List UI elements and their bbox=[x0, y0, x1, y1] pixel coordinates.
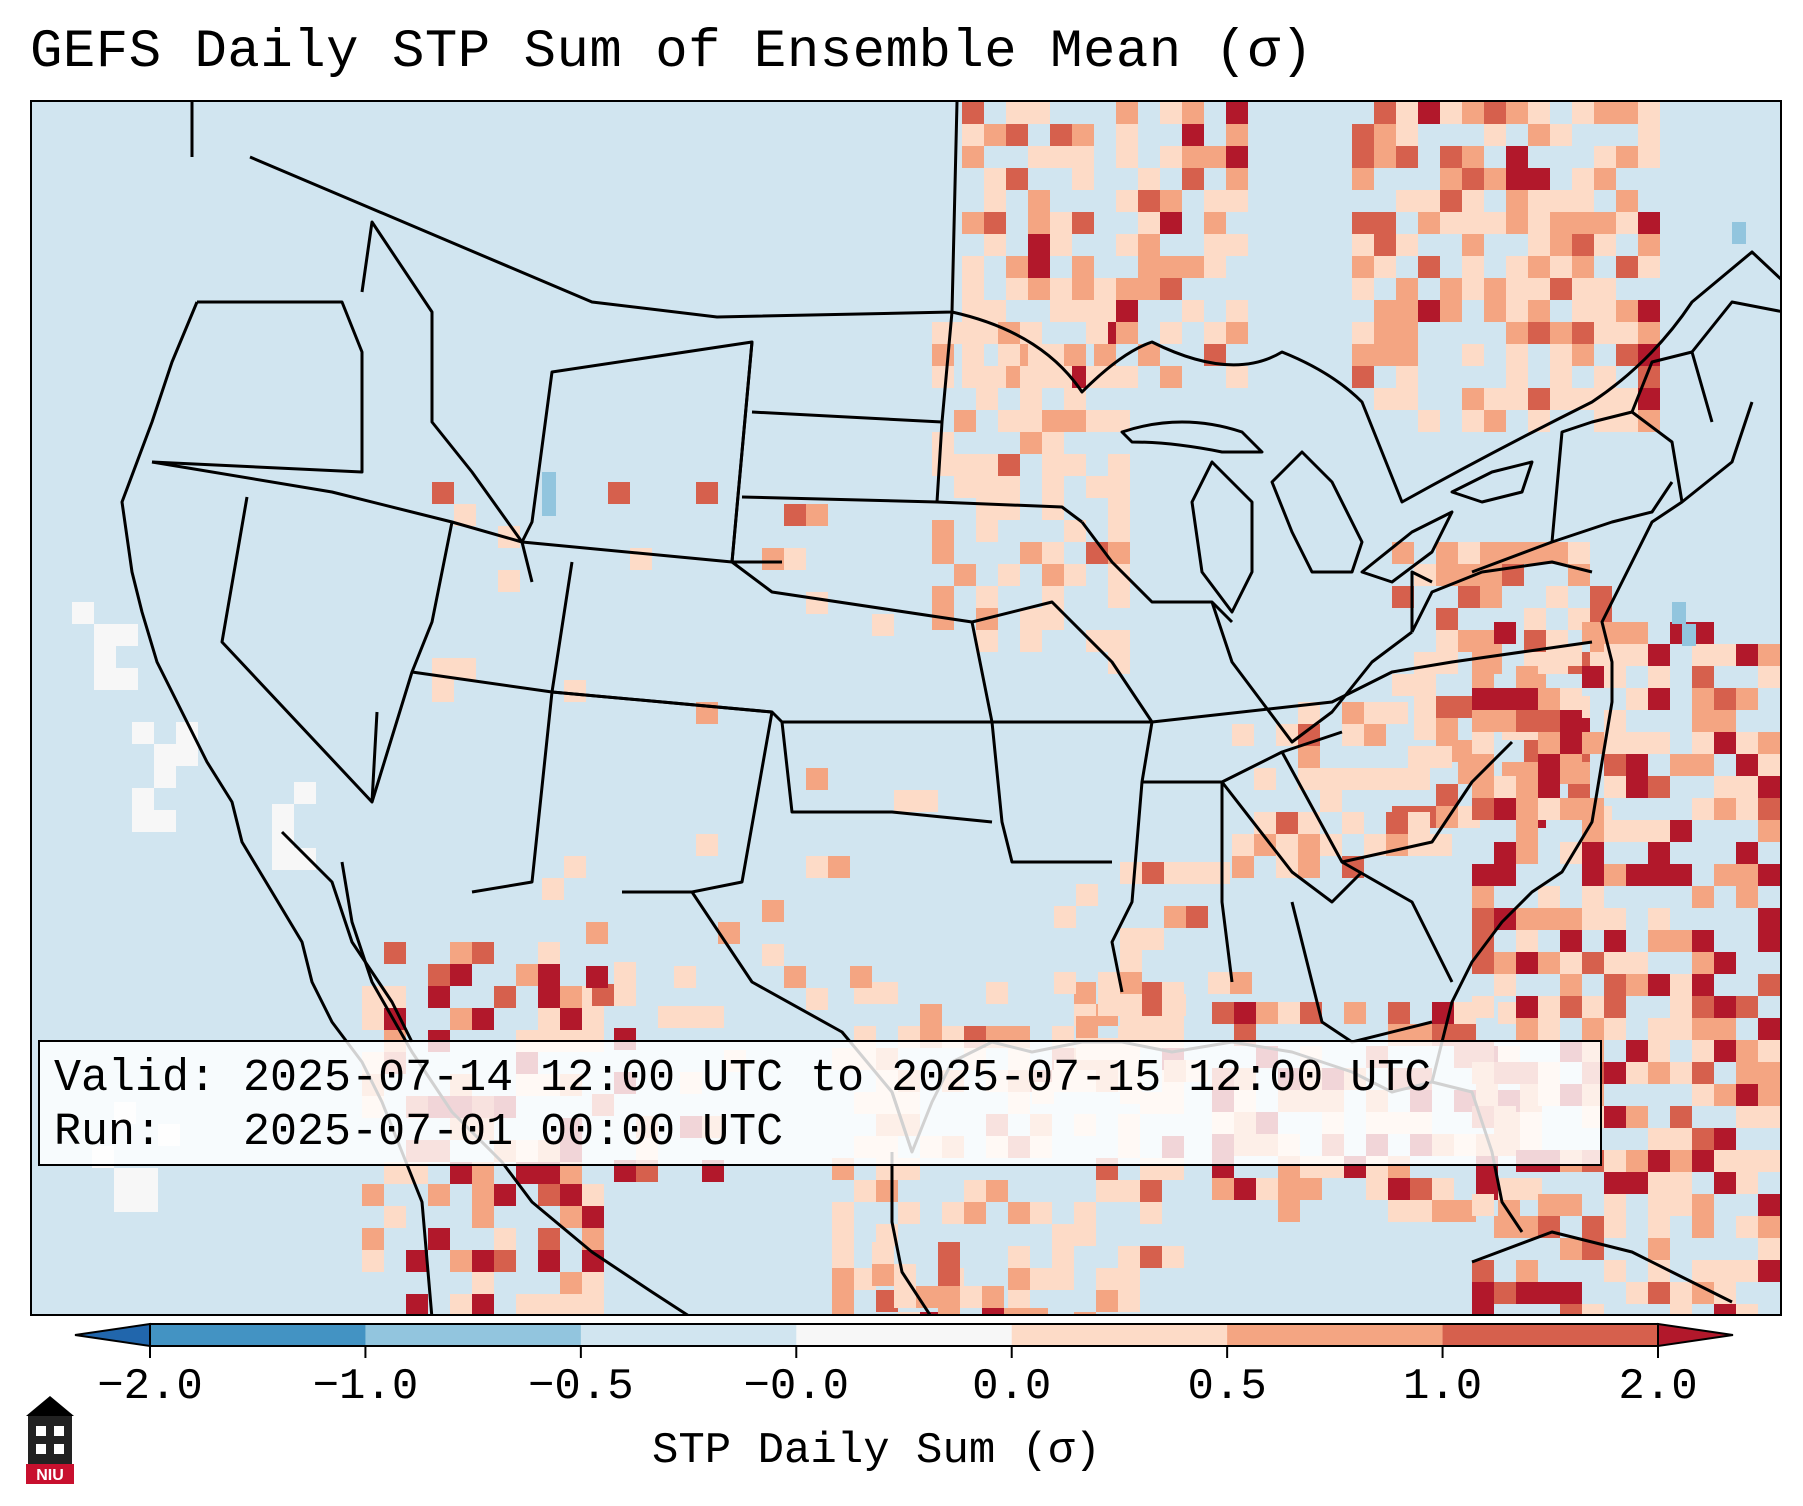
colorbar-tick-label: −1.0 bbox=[312, 1362, 419, 1412]
colorbar-segment bbox=[1011, 1324, 1228, 1346]
colorbar-max-extend bbox=[1657, 1322, 1734, 1348]
colorbar-segment bbox=[796, 1324, 1013, 1346]
colorbar-tick-label: 1.0 bbox=[1402, 1362, 1483, 1412]
colorbar-label: STP Daily Sum (σ) bbox=[652, 1426, 1101, 1476]
colorbar-min-extend bbox=[74, 1322, 151, 1348]
colorbar-tick-label: 0.0 bbox=[972, 1362, 1052, 1412]
colorbar-tick-label: −0.5 bbox=[528, 1362, 634, 1412]
map-title: GEFS Daily STP Sum of Ensemble Mean (σ) bbox=[30, 22, 1314, 83]
logo-text: NIU bbox=[36, 1467, 64, 1484]
niu-tower-logo-icon: NIU bbox=[26, 1396, 74, 1484]
us-canada-border bbox=[190, 102, 959, 319]
colorbar-tick-label: −2.0 bbox=[97, 1362, 203, 1412]
colorbar-segment bbox=[365, 1324, 582, 1346]
colorbar-segment bbox=[1227, 1324, 1444, 1346]
colorbar-segment bbox=[580, 1324, 797, 1346]
colorbar-tick-label: 0.5 bbox=[1187, 1362, 1267, 1412]
colorbar-segment bbox=[1442, 1324, 1659, 1346]
colorbar-segment bbox=[150, 1324, 366, 1346]
colorbar bbox=[74, 1322, 1734, 1358]
great-lakes-outline bbox=[1120, 420, 1264, 454]
run-value: 2025-07-01 00:00 UTC bbox=[243, 1107, 784, 1158]
valid-time-box: Valid: 2025-07-14 12:00 UTC to 2025-07-1… bbox=[38, 1040, 1602, 1166]
valid-value: 2025-07-14 12:00 UTC to 2025-07-15 12:00… bbox=[243, 1053, 1432, 1104]
east-coastline bbox=[1430, 401, 1754, 1083]
colorbar-tick-label: −0.0 bbox=[743, 1362, 850, 1412]
valid-label: Valid: bbox=[54, 1053, 217, 1104]
colorbar-tick-label: 2.0 bbox=[1618, 1362, 1698, 1412]
run-label: Run: bbox=[54, 1107, 163, 1158]
